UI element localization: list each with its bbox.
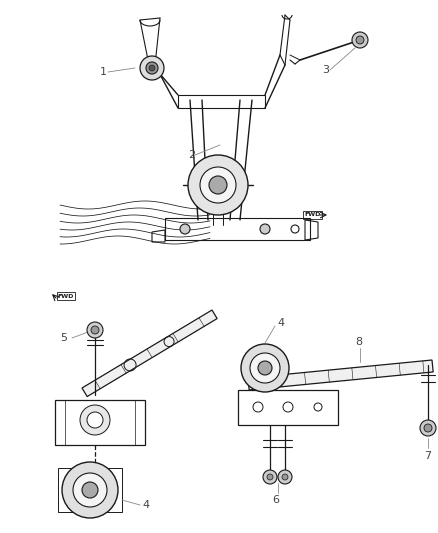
Circle shape xyxy=(250,353,280,383)
Text: 4: 4 xyxy=(142,500,149,510)
Circle shape xyxy=(87,412,103,428)
Circle shape xyxy=(149,65,155,71)
Circle shape xyxy=(180,224,190,234)
Text: 5: 5 xyxy=(60,333,67,343)
Circle shape xyxy=(424,424,432,432)
Circle shape xyxy=(87,322,103,338)
Circle shape xyxy=(420,420,436,436)
Text: 7: 7 xyxy=(424,451,431,461)
Circle shape xyxy=(356,36,364,44)
Circle shape xyxy=(258,361,272,375)
Text: 6: 6 xyxy=(272,495,279,505)
Text: 2: 2 xyxy=(188,150,195,160)
Text: 8: 8 xyxy=(355,337,362,347)
Circle shape xyxy=(146,62,158,74)
Circle shape xyxy=(91,326,99,334)
Polygon shape xyxy=(248,360,433,390)
Circle shape xyxy=(188,155,248,215)
Circle shape xyxy=(209,176,227,194)
Circle shape xyxy=(241,344,289,392)
Text: 4: 4 xyxy=(277,318,284,328)
Circle shape xyxy=(282,474,288,480)
Text: 1: 1 xyxy=(100,67,107,77)
Circle shape xyxy=(62,462,118,518)
Circle shape xyxy=(267,474,273,480)
Text: FWD: FWD xyxy=(304,213,320,217)
Circle shape xyxy=(73,473,107,507)
Circle shape xyxy=(352,32,368,48)
Circle shape xyxy=(260,224,270,234)
Circle shape xyxy=(200,167,236,203)
Circle shape xyxy=(82,482,98,498)
Polygon shape xyxy=(82,310,217,397)
Text: FWD: FWD xyxy=(58,294,74,298)
Text: 3: 3 xyxy=(322,65,329,75)
Circle shape xyxy=(140,56,164,80)
Circle shape xyxy=(278,470,292,484)
Circle shape xyxy=(80,405,110,435)
Circle shape xyxy=(263,470,277,484)
